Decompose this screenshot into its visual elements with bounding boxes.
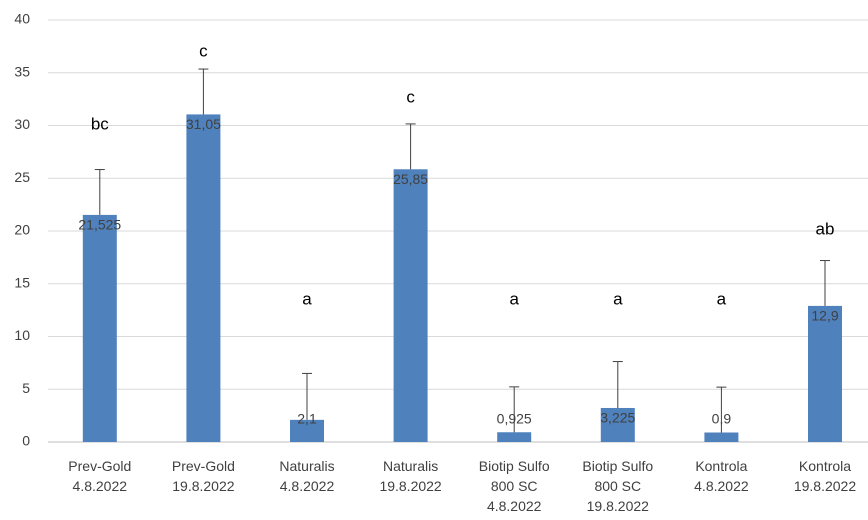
annotation: a xyxy=(613,289,623,308)
x-tick-label: Naturalis 4.8.2022 xyxy=(279,458,334,494)
x-tick-label: Naturalis 19.8.2022 xyxy=(379,458,441,494)
annotation: a xyxy=(717,289,727,308)
x-tick-label: Biotip Sulfo 800 SC 4.8.2022 xyxy=(479,458,550,514)
y-tick-label: 15 xyxy=(14,274,30,290)
x-tick-label: Kontrola 4.8.2022 xyxy=(694,458,749,494)
bar xyxy=(82,214,117,442)
bar xyxy=(704,432,739,442)
bar xyxy=(600,407,635,442)
annotation: ab xyxy=(816,219,835,238)
x-tick-label: Prev-Gold 19.8.2022 xyxy=(172,458,235,494)
x-tick-label: Kontrola 19.8.2022 xyxy=(794,458,856,494)
y-tick-label: 25 xyxy=(14,169,30,185)
value-label: 31,05 xyxy=(186,116,221,132)
annotation: c xyxy=(406,87,415,106)
y-tick-label: 35 xyxy=(14,63,30,79)
bar xyxy=(497,432,532,442)
y-tick-label: 0 xyxy=(22,433,30,449)
value-label: 3,225 xyxy=(600,410,635,426)
y-tick-label: 20 xyxy=(14,222,30,238)
bar xyxy=(290,419,324,442)
x-tick-label: Prev-Gold 4.8.2022 xyxy=(68,458,131,494)
y-tick-label: 5 xyxy=(22,380,30,396)
x-tick-label: Biotip Sulfo 800 SC 19.8.2022 xyxy=(582,458,653,514)
value-label: 0,9 xyxy=(712,411,732,427)
bar xyxy=(808,305,842,442)
value-label: 12,9 xyxy=(811,308,838,324)
annotation: c xyxy=(199,41,208,60)
annotation: bc xyxy=(91,114,109,133)
value-label: 25,85 xyxy=(393,171,428,187)
y-tick-label: 40 xyxy=(14,11,30,27)
y-tick-label: 30 xyxy=(14,116,30,132)
value-label: 21,525 xyxy=(78,217,121,233)
value-label: 0,925 xyxy=(497,411,532,427)
value-label: 2,1 xyxy=(297,411,317,427)
y-tick-label: 10 xyxy=(14,327,30,343)
annotation: a xyxy=(509,289,519,308)
bar xyxy=(393,169,428,442)
bar xyxy=(186,114,221,443)
annotation: a xyxy=(302,289,312,308)
